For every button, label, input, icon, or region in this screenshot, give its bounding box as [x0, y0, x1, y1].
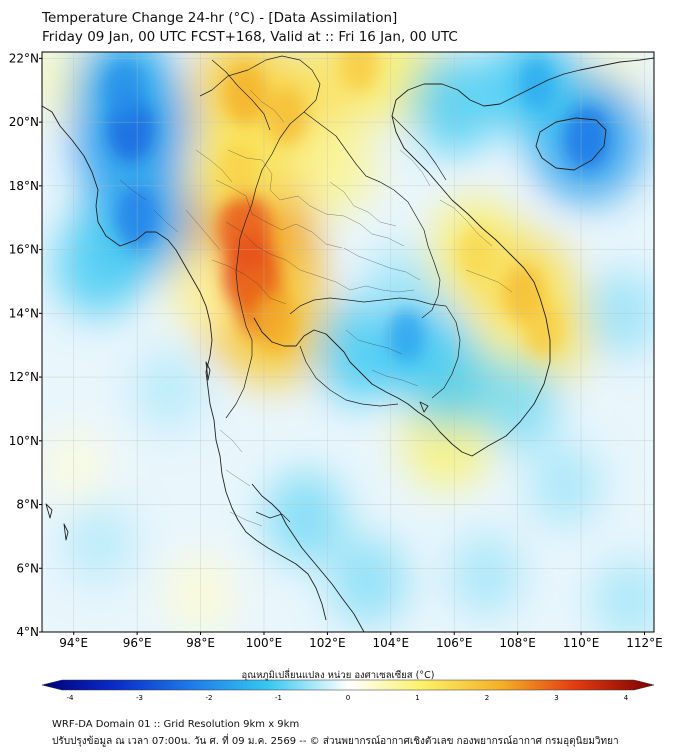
colorbar-tick-label: 0	[346, 694, 350, 702]
colorbar-ramp	[41, 679, 655, 691]
lon-label: 104°E	[373, 636, 410, 650]
field-core-7	[339, 52, 379, 93]
field-anomaly-9	[291, 118, 376, 216]
field-core-10	[458, 227, 495, 279]
field-anomaly-35	[64, 502, 135, 584]
map-frame	[41, 51, 655, 633]
lon-label: 110°E	[563, 636, 600, 650]
field-core-1	[218, 192, 272, 268]
map-title: Temperature Change 24-hr (°C) - [Data As…	[42, 10, 398, 26]
graticule	[42, 52, 654, 632]
field-anomaly-34	[592, 558, 654, 632]
field-core-23	[518, 58, 556, 110]
lon-label: 106°E	[436, 636, 473, 650]
colorbar-tick-label: 4	[624, 694, 629, 702]
lat-label: 22°N	[9, 51, 39, 65]
colorbar-tick-label: 2	[485, 694, 489, 702]
field-core-12	[523, 301, 563, 357]
colorbar-tick-label: -1	[275, 694, 282, 702]
field-anomaly-21	[54, 213, 144, 318]
lat-label: 8°N	[16, 498, 39, 512]
colorbar-title: อุณหภูมิเปลี่ยนแปลง หน่วย องศาเซลเซียส (…	[241, 670, 435, 681]
field-anomaly-26	[314, 300, 404, 404]
field-core-22	[564, 106, 611, 170]
field-core-25	[387, 309, 426, 363]
lat-label: 14°N	[9, 306, 39, 320]
lat-label: 20°N	[9, 115, 39, 129]
lat-label: 10°N	[9, 434, 39, 448]
map-subtitle: Friday 09 Jan, 00 UTC FCST+168, Valid at…	[42, 29, 458, 45]
lon-label: 112°E	[626, 636, 663, 650]
field-anomaly-36	[133, 349, 204, 431]
province-borders	[119, 89, 513, 527]
field-core-5	[265, 86, 307, 145]
lat-label: 18°N	[9, 179, 39, 193]
lon-label: 100°E	[246, 636, 283, 650]
lon-label: 94°E	[59, 636, 88, 650]
colorbar: -4 -3 -2 -1 0 1 2 3 4	[41, 679, 655, 702]
latitude-labels: 22°N 20°N 18°N 16°N 14°N 12°N 10°N 8°N 6°N 4°N	[9, 51, 42, 639]
colorbar-tick-label: -4	[67, 694, 75, 702]
lon-label: 98°E	[186, 636, 215, 650]
field-core-20	[103, 61, 146, 120]
coastlines	[42, 57, 654, 632]
temperature-field	[42, 52, 654, 632]
longitude-labels: 94°E 96°E 98°E 100°E 102°E 104°E 106°E 108°E 110…	[59, 632, 663, 650]
field-anomaly-32	[449, 532, 523, 617]
footer-model-info: WRF-DA Domain 01 :: Grid Resolution 9km …	[52, 719, 300, 730]
field-anomaly-28	[363, 245, 437, 330]
country-borders	[199, 55, 461, 523]
field-anomaly-31	[329, 535, 408, 627]
field-anomaly-33	[528, 443, 602, 528]
field-core-3	[254, 292, 299, 354]
lat-label: 4°N	[16, 625, 39, 639]
colorbar-tick-label: 1	[415, 694, 419, 702]
lon-label: 102°E	[309, 636, 346, 650]
colorbar-tick-label: -3	[136, 694, 143, 702]
lon-label: 96°E	[123, 636, 152, 650]
field-anomaly-30	[264, 470, 346, 564]
colorbar-tick-label: -2	[206, 694, 213, 702]
field-core-6	[219, 143, 258, 197]
lat-label: 16°N	[9, 243, 39, 257]
footer-credit: ปรับปรุงข้อมูล ณ เวลา 07:00น. วัน ศ. ที่…	[52, 736, 619, 747]
colorbar-ticks: -4 -3 -2 -1 0 1 2 3 4	[67, 694, 629, 702]
lon-label: 108°E	[499, 636, 536, 650]
lat-label: 12°N	[9, 370, 39, 384]
lat-label: 6°N	[16, 561, 39, 575]
colorbar-tick-label: 3	[554, 694, 558, 702]
